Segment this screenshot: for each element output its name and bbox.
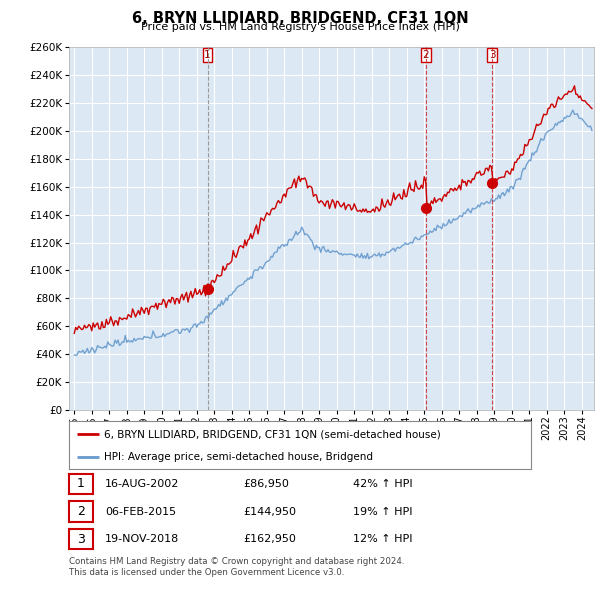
Text: Price paid vs. HM Land Registry's House Price Index (HPI): Price paid vs. HM Land Registry's House … [140, 22, 460, 32]
Text: 06-FEB-2015: 06-FEB-2015 [105, 507, 176, 516]
Text: 3: 3 [489, 50, 496, 60]
Text: 19-NOV-2018: 19-NOV-2018 [105, 535, 179, 544]
Text: HPI: Average price, semi-detached house, Bridgend: HPI: Average price, semi-detached house,… [104, 452, 373, 462]
Text: 2: 2 [77, 505, 85, 518]
Text: Contains HM Land Registry data © Crown copyright and database right 2024.: Contains HM Land Registry data © Crown c… [69, 558, 404, 566]
Text: 6, BRYN LLIDIARD, BRIDGEND, CF31 1QN: 6, BRYN LLIDIARD, BRIDGEND, CF31 1QN [131, 11, 469, 25]
Text: 2: 2 [422, 50, 430, 60]
Text: 19% ↑ HPI: 19% ↑ HPI [353, 507, 412, 516]
Text: 3: 3 [77, 533, 85, 546]
Text: 1: 1 [204, 50, 211, 60]
Text: 12% ↑ HPI: 12% ↑ HPI [353, 535, 412, 544]
Text: £144,950: £144,950 [243, 507, 296, 516]
Text: 6, BRYN LLIDIARD, BRIDGEND, CF31 1QN (semi-detached house): 6, BRYN LLIDIARD, BRIDGEND, CF31 1QN (se… [104, 429, 440, 439]
Text: £162,950: £162,950 [243, 535, 296, 544]
Text: 16-AUG-2002: 16-AUG-2002 [105, 479, 179, 489]
Text: This data is licensed under the Open Government Licence v3.0.: This data is licensed under the Open Gov… [69, 568, 344, 577]
Text: £86,950: £86,950 [243, 479, 289, 489]
Text: 1: 1 [77, 477, 85, 490]
Text: 42% ↑ HPI: 42% ↑ HPI [353, 479, 412, 489]
